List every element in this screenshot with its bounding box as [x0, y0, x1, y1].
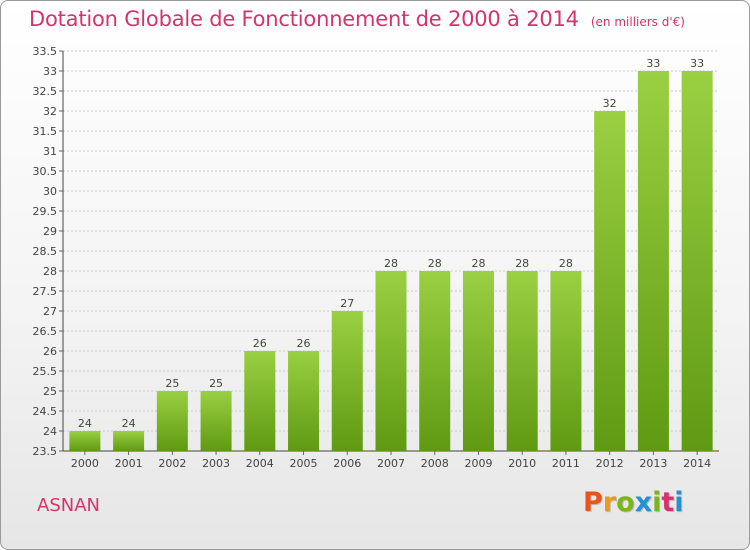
bar: [113, 431, 145, 451]
y-tick-label: 27: [43, 305, 57, 318]
chart-unit-label: (en milliers d'€): [590, 15, 685, 29]
y-tick-label: 31: [43, 145, 57, 158]
data-label: 25: [165, 377, 179, 390]
data-label: 32: [603, 97, 617, 110]
x-tick-label: 2005: [290, 457, 318, 470]
bar: [375, 271, 407, 451]
x-tick-label: 2009: [464, 457, 492, 470]
data-label: 28: [384, 257, 398, 270]
logo-letter: i: [652, 487, 662, 518]
bar: [331, 311, 363, 451]
y-tick-label: 32: [43, 105, 57, 118]
y-tick-label: 25.5: [33, 365, 58, 378]
bar: [200, 391, 232, 451]
y-tick-label: 31.5: [33, 125, 58, 138]
x-tick-label: 2000: [71, 457, 99, 470]
data-label: 26: [253, 337, 267, 350]
bar: [506, 271, 538, 451]
chart-title: Dotation Globale de Fonctionnement de 20…: [29, 7, 685, 31]
x-tick-label: 2002: [158, 457, 186, 470]
logo-letter: P: [583, 487, 603, 518]
y-tick-label: 28: [43, 265, 57, 278]
y-tick-label: 29: [43, 225, 57, 238]
data-label: 25: [209, 377, 223, 390]
bar: [462, 271, 494, 451]
y-tick-label: 29.5: [33, 205, 58, 218]
data-label: 26: [297, 337, 311, 350]
bar: [69, 431, 101, 451]
x-tick-label: 2010: [508, 457, 536, 470]
data-label: 28: [559, 257, 573, 270]
data-label: 28: [471, 257, 485, 270]
y-tick-label: 33: [43, 65, 57, 78]
y-tick-label: 26.5: [33, 325, 58, 338]
x-tick-label: 2014: [683, 457, 711, 470]
x-tick-label: 2007: [377, 457, 405, 470]
data-label: 28: [428, 257, 442, 270]
y-tick-label: 28.5: [33, 245, 58, 258]
x-tick-label: 2006: [333, 457, 361, 470]
x-tick-label: 2011: [552, 457, 580, 470]
data-label: 28: [515, 257, 529, 270]
y-tick-label: 30.5: [33, 165, 58, 178]
y-tick-label: 25: [43, 385, 57, 398]
x-tick-label: 2012: [596, 457, 624, 470]
x-tick-label: 2008: [421, 457, 449, 470]
y-tick-label: 26: [43, 345, 57, 358]
place-name: ASNAN: [37, 495, 100, 516]
bar: [550, 271, 582, 451]
bar: [288, 351, 320, 451]
y-tick-label: 27.5: [33, 285, 58, 298]
logo-letter: i: [674, 487, 684, 518]
proxiti-logo: Proxiti: [583, 487, 684, 518]
x-tick-label: 2003: [202, 457, 230, 470]
y-tick-label: 30: [43, 185, 57, 198]
y-tick-label: 32.5: [33, 85, 58, 98]
logo-letter: t: [661, 487, 675, 518]
y-tick-label: 33.5: [33, 45, 58, 58]
data-label: 33: [646, 57, 660, 70]
bar: [156, 391, 188, 451]
x-tick-label: 2004: [246, 457, 274, 470]
bar: [594, 111, 626, 451]
data-label: 33: [690, 57, 704, 70]
data-label: 27: [340, 297, 354, 310]
logo-letter: r: [602, 487, 617, 518]
x-tick-label: 2001: [115, 457, 143, 470]
y-tick-label: 24: [43, 425, 57, 438]
data-label: 24: [78, 417, 92, 430]
bar: [681, 71, 713, 451]
bar: [419, 271, 451, 451]
logo-letter: x: [634, 487, 653, 518]
logo-letter: o: [616, 487, 635, 518]
y-tick-label: 23.5: [33, 445, 58, 458]
y-tick-label: 24.5: [33, 405, 58, 418]
bar: [244, 351, 276, 451]
chart-title-text: Dotation Globale de Fonctionnement de 20…: [29, 7, 579, 31]
x-tick-label: 2013: [639, 457, 667, 470]
bar: [637, 71, 669, 451]
data-label: 24: [122, 417, 136, 430]
